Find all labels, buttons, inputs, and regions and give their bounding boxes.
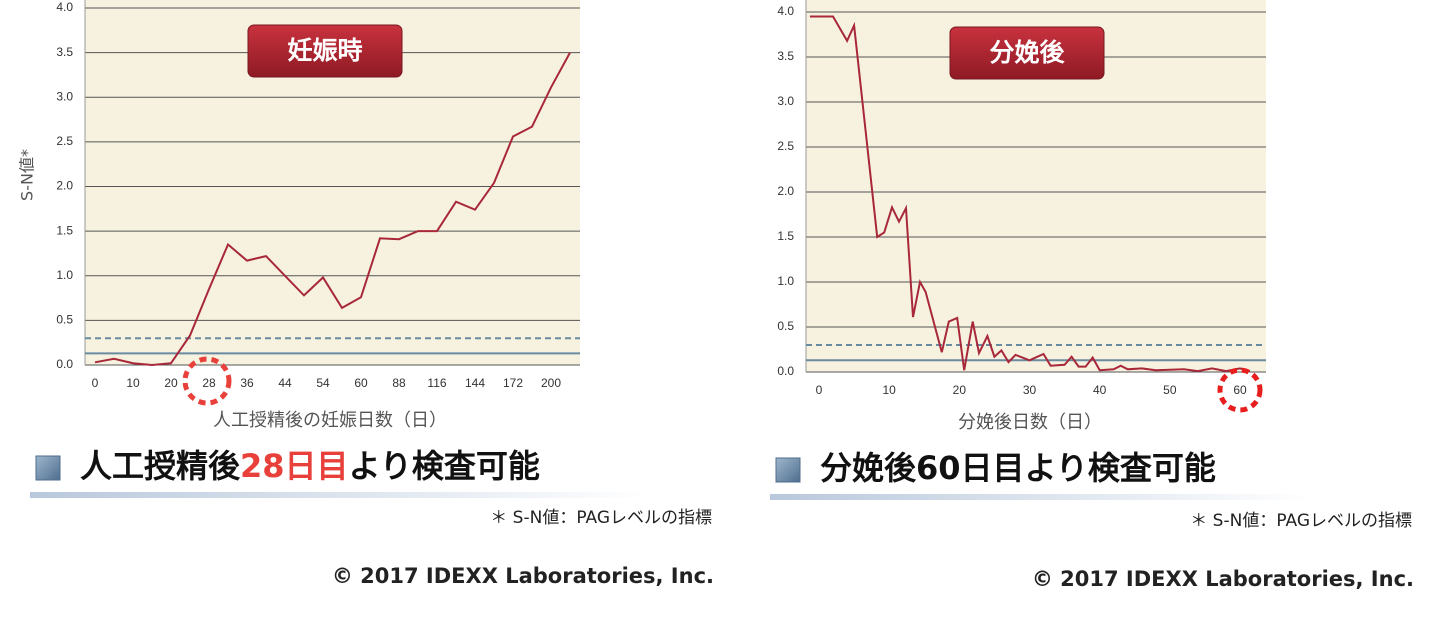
y-tick-label: 2.0 — [777, 184, 794, 198]
x-tick-label: 116 — [427, 376, 446, 390]
caption-note: ＊ S-N値：PAGレベルの指標 — [490, 508, 712, 528]
badge — [247, 24, 403, 78]
caption-note: ＊ S-N値：PAGレベルの指標 — [1190, 511, 1412, 531]
y-tick-label: 2.5 — [777, 139, 794, 153]
y-tick-label: 2.0 — [56, 179, 73, 193]
y-tick-label: 1.0 — [777, 274, 794, 288]
y-tick-label: 2.5 — [56, 134, 73, 148]
x-tick-label: 60 — [354, 376, 368, 390]
x-axis-label: 人工授精後の妊娠日数（日） — [213, 410, 447, 431]
x-tick-label: 54 — [316, 376, 330, 390]
highlight-circle — [1217, 367, 1263, 413]
x-tick-label: 44 — [278, 376, 292, 390]
y-tick-label: 4.0 — [56, 0, 73, 14]
x-tick-label: 50 — [1163, 383, 1177, 397]
y-tick-label: 3.0 — [777, 94, 794, 108]
caption-heading: 人工授精後28日目より検査可能 — [80, 447, 540, 485]
copyright: © 2017 IDEXX Laboratories, Inc. — [1032, 567, 1414, 591]
x-tick-label: 60 — [1233, 383, 1247, 397]
heading-part: 分娩後60日目より検査可能 — [820, 449, 1216, 487]
y-tick-label: 1.0 — [56, 268, 73, 282]
heading-underline — [770, 494, 1312, 500]
x-tick-label: 88 — [392, 376, 406, 390]
x-tick-label: 10 — [126, 376, 140, 390]
y-tick-label: 3.0 — [56, 89, 73, 103]
data-line — [94, 52, 571, 367]
badge — [949, 26, 1105, 80]
bullet-square — [775, 457, 801, 483]
bullet-square — [35, 455, 61, 481]
badge-label: 妊娠時 — [287, 36, 362, 65]
y-tick-label: 0.5 — [777, 319, 794, 333]
x-tick-label: 20 — [164, 376, 178, 390]
x-tick-label: 0 — [816, 383, 823, 397]
heading-part: 28日目 — [240, 447, 349, 485]
x-tick-label: 20 — [953, 383, 967, 397]
caption-heading: 分娩後60日目より検査可能 — [820, 449, 1216, 487]
x-axis-label: 分娩後日数（日） — [958, 412, 1102, 433]
heading-part: 人工授精後 — [80, 447, 241, 485]
y-axis-label: S-N値* — [18, 149, 37, 201]
x-tick-label: 200 — [541, 376, 561, 390]
y-tick-label: 3.5 — [777, 49, 794, 63]
heading-part: より検査可能 — [349, 447, 540, 485]
copyright: © 2017 IDEXX Laboratories, Inc. — [332, 564, 714, 588]
y-tick-label: 0.0 — [56, 357, 73, 371]
x-tick-label: 172 — [503, 376, 523, 390]
y-tick-label: 0.0 — [777, 364, 794, 378]
highlight-circle — [182, 356, 232, 406]
x-tick-label: 36 — [240, 376, 254, 390]
x-tick-label: 40 — [1093, 383, 1107, 397]
x-tick-label: 30 — [1023, 383, 1037, 397]
data-line — [809, 15, 1251, 373]
x-tick-label: 28 — [202, 376, 216, 390]
y-tick-label: 3.5 — [56, 45, 73, 59]
badge-label: 分娩後 — [989, 38, 1065, 67]
y-tick-label: 1.5 — [56, 223, 73, 237]
y-tick-label: 0.5 — [56, 313, 73, 327]
x-tick-label: 10 — [882, 383, 896, 397]
x-tick-label: 144 — [465, 376, 485, 390]
x-tick-label: 0 — [92, 376, 99, 390]
y-tick-label: 1.5 — [777, 229, 794, 243]
heading-underline — [30, 492, 650, 498]
y-tick-label: 4.0 — [777, 4, 794, 18]
